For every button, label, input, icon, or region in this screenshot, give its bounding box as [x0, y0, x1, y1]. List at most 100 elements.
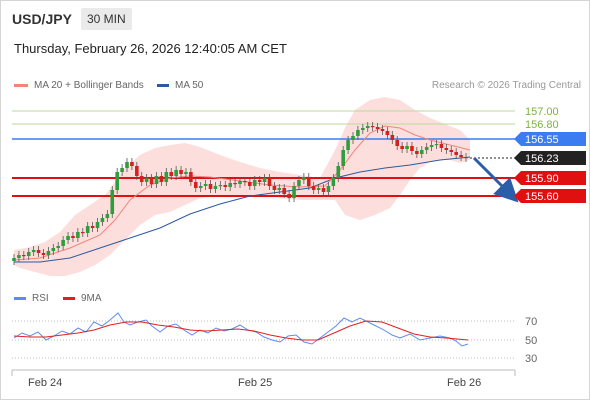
candle-body [12, 258, 16, 261]
tag-156-55-bg [514, 132, 586, 146]
candles-group [12, 122, 468, 265]
candle-body [218, 185, 223, 187]
candle-body [292, 186, 296, 198]
candle-body [125, 162, 129, 168]
ma50-line [14, 156, 471, 263]
candle-body [351, 136, 355, 140]
candle-body [316, 188, 321, 190]
ma50-swatch [157, 84, 169, 87]
candle-body [130, 162, 134, 166]
candle-body [297, 180, 301, 186]
candle-body [90, 226, 95, 228]
chart-header: USD/JPY 30 MIN [1, 1, 589, 37]
legend-ma9-label: 9MA [81, 293, 102, 304]
research-credit: Research © 2026 Trading Central [431, 80, 581, 91]
bollinger-band [14, 97, 470, 276]
candle-body [370, 126, 375, 128]
candle-body [311, 186, 316, 190]
timestamp: Thursday, February 26, 2026 12:40:05 AM … [14, 41, 287, 56]
candle-body [71, 236, 75, 238]
rsi-line [13, 312, 469, 347]
candle-body [56, 246, 61, 248]
rsi-30-label: 30 [525, 353, 537, 365]
tag-155-60: 155.60 [525, 191, 559, 203]
timeframe-button[interactable]: 30 MIN [81, 8, 132, 30]
candle-body [459, 155, 463, 157]
candle-body [302, 177, 306, 180]
ma9-line [13, 320, 469, 341]
x-label-feb26: Feb 26 [447, 377, 481, 389]
candle-body [361, 128, 365, 130]
rsi-70-label: 70 [525, 316, 537, 328]
candle-body [449, 150, 454, 152]
candle-body [198, 186, 203, 188]
candle-body [149, 178, 154, 184]
candle-body [262, 178, 267, 182]
candle-body [31, 250, 36, 252]
x-label-feb25: Feb 25 [238, 377, 272, 389]
candle-body [110, 190, 115, 214]
candle-body [144, 178, 149, 182]
candle-body [159, 176, 164, 182]
candle-body [233, 183, 237, 185]
x-axis: Feb 24 Feb 25 Feb 26 [11, 369, 516, 389]
candle-body [464, 157, 468, 159]
candle-body [400, 146, 404, 149]
legend-rsi: RSI [14, 293, 49, 304]
legend-rsi-label: RSI [32, 293, 49, 304]
candle-body [444, 148, 449, 150]
candle-body [365, 126, 370, 128]
legend-ma50: MA 50 [157, 80, 203, 91]
candle-body [282, 188, 287, 194]
tag-156-80: 156.80 [525, 119, 559, 131]
tag-155-90-bg [514, 171, 586, 185]
candle-body [454, 152, 458, 155]
candle-body [326, 186, 331, 192]
price-tags: 157.00 156.80 156.55 156.23 155.90 155.6… [514, 106, 586, 203]
candle-body [135, 166, 139, 176]
candle-body [257, 180, 262, 182]
candle-body [203, 184, 208, 186]
candle-body [76, 232, 80, 238]
candle-body [429, 145, 434, 147]
candle-body [80, 232, 85, 234]
candle-body [439, 144, 444, 148]
candle-body [46, 251, 51, 255]
candle-body [184, 172, 188, 174]
candle-body [208, 184, 213, 189]
candle-body [95, 222, 100, 228]
candle-body [164, 172, 169, 182]
symbol-label[interactable]: USD/JPY [12, 11, 72, 27]
candle-body [434, 144, 439, 146]
legend-ma20-label: MA 20 + Bollinger Bands [34, 80, 144, 91]
candle-body [66, 236, 70, 240]
candle-body [179, 170, 183, 174]
ma9-swatch [63, 297, 75, 300]
candle-body [248, 182, 252, 186]
candle-body [336, 166, 341, 178]
candle-body [17, 255, 21, 258]
rsi-50-label: 50 [525, 335, 537, 347]
candle-body [139, 176, 144, 182]
tag-157-00: 157.00 [525, 106, 559, 118]
candle-body [424, 147, 429, 150]
candle-body [238, 181, 242, 184]
candle-body [346, 140, 350, 150]
candle-body [105, 214, 110, 218]
candle-body [243, 181, 247, 183]
rsi-panel: 70 50 30 [12, 312, 537, 365]
candle-body [174, 170, 178, 176]
candle-body [306, 177, 311, 186]
tag-156-23-bg [514, 151, 586, 165]
candle-body [390, 135, 395, 140]
candle-body [375, 127, 380, 129]
legend-ma20: MA 20 + Bollinger Bands [14, 80, 144, 91]
candle-body [189, 172, 193, 182]
candle-body [51, 248, 56, 251]
legend-ma50-label: MA 50 [175, 80, 204, 91]
candle-body [331, 178, 336, 186]
ma20-swatch [14, 84, 28, 87]
candle-body [22, 255, 26, 257]
candle-body [85, 226, 90, 233]
candle-body [120, 168, 124, 172]
